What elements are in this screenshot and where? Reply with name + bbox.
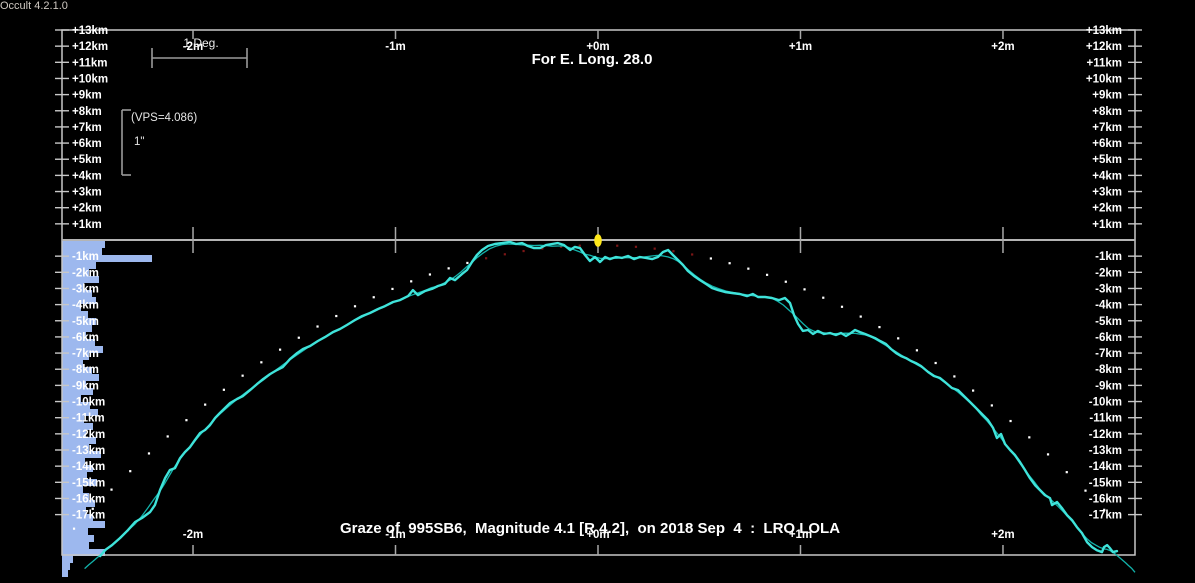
y-axis-label-left: -4km (72, 300, 99, 312)
y-axis-label-left: -9km (72, 380, 99, 392)
y-axis-label-left: +13km (72, 25, 108, 37)
y-axis-label-right: +6km (1092, 138, 1122, 150)
scale-bar-label: 1 Deg. (183, 36, 219, 50)
y-axis-label-left: -8km (72, 364, 99, 376)
x-axis-label-top: -2m (183, 41, 203, 53)
y-axis-label-left: -11km (72, 413, 105, 425)
y-axis-label-left: +11km (72, 57, 108, 69)
y-axis-label-right: -9km (1095, 380, 1122, 392)
vps-label: (VPS=4.086) (131, 112, 198, 124)
y-axis-label-right: -13km (1089, 445, 1122, 457)
y-axis-label-right: -4km (1095, 300, 1122, 312)
x-axis-label-bottom: +0m (586, 529, 609, 541)
x-axis-label-bottom: +2m (991, 529, 1014, 541)
lunar-limb-profile-line (98, 240, 1119, 558)
x-axis-label-top: -1m (385, 41, 405, 53)
y-axis-label-right: +1km (1092, 219, 1122, 231)
scale-annotations (121, 48, 248, 176)
x-axis-label-top: +2m (991, 41, 1014, 53)
chart-title: For E. Long. 28.0 (531, 51, 653, 68)
y-axis-label-right: -15km (1089, 477, 1122, 489)
y-axis-label-right: +13km (1086, 25, 1122, 37)
y-axis-label-left: +12km (72, 41, 108, 53)
y-axis-label-left: -1km (72, 251, 99, 263)
star-path-dots (72, 244, 1106, 530)
arcsec-label: 1" (134, 136, 145, 148)
x-axis-label-top: +0m (586, 41, 609, 53)
y-axis-label-left: +1km (72, 219, 102, 231)
y-axis-label-right: -17km (1089, 510, 1122, 522)
y-axis-label-right: -6km (1095, 332, 1122, 344)
y-axis-label-left: -6km (72, 332, 99, 344)
x-axis-label-bottom: +1m (789, 529, 812, 541)
y-axis-label-left: +4km (72, 170, 102, 182)
y-axis-label-left: -5km (72, 316, 99, 328)
y-axis-label-left: -2km (72, 267, 99, 279)
elevation-histogram (62, 241, 152, 577)
x-axis-label-bottom: -1m (385, 529, 405, 541)
y-axis-label-right: -3km (1095, 283, 1122, 295)
y-axis-label-left: -3km (72, 283, 99, 295)
y-axis-label-right: +2km (1092, 203, 1122, 215)
limb-profile-polyline (98, 240, 1119, 558)
y-axis-label-left: +5km (72, 154, 102, 166)
y-axis-label-right: -1km (1095, 251, 1122, 263)
y-axis-label-right: +11km (1087, 57, 1123, 69)
y-axis-label-left: -16km (72, 493, 105, 505)
axis-labels: +13km +13km +12km +12km +11km +11km +10km +10km… (72, 25, 1122, 541)
y-axis-label-left: +3km (72, 187, 102, 199)
y-axis-label-left: -15km (72, 477, 105, 489)
plot-frame (61, 29, 1136, 556)
y-axis-label-right: +9km (1092, 90, 1122, 102)
y-axis-label-left: -17km (72, 510, 105, 522)
y-axis-label-left: -10km (72, 397, 105, 409)
y-axis-label-right: -11km (1089, 413, 1122, 425)
y-axis-label-right: -14km (1089, 461, 1122, 473)
y-axis-label-left: +10km (72, 73, 108, 85)
y-axis-label-right: +12km (1086, 41, 1122, 53)
y-axis-label-right: +4km (1092, 170, 1122, 182)
y-axis-label-left: +7km (72, 122, 102, 134)
chart-caption: Graze of 995SB6, Magnitude 4.1 [R 4.2], … (339, 520, 841, 537)
y-axis-label-left: +2km (72, 203, 102, 215)
y-axis-label-right: -10km (1089, 397, 1122, 409)
y-axis-label-right: -2km (1095, 267, 1122, 279)
y-axis-label-right: -7km (1095, 348, 1122, 360)
star-marker (594, 234, 602, 247)
y-axis-label-right: +8km (1092, 106, 1122, 118)
y-axis-label-right: -12km (1089, 429, 1122, 441)
y-axis-label-right: -5km (1095, 316, 1122, 328)
y-axis-label-left: -14km (72, 461, 105, 473)
y-axis-label-right: +3km (1092, 187, 1122, 199)
y-axis-label-left: +6km (72, 138, 102, 150)
star-marker-dot (594, 234, 602, 247)
y-axis-label-left: -7km (72, 348, 99, 360)
axis-ticks (55, 29, 1142, 555)
y-axis-label-right: -16km (1089, 493, 1122, 505)
x-axis-label-bottom: -2m (183, 529, 203, 541)
y-axis-label-right: +10km (1086, 73, 1122, 85)
x-axis-label-top: +1m (789, 41, 812, 53)
y-axis-label-left: +9km (72, 90, 102, 102)
y-axis-label-right: -8km (1095, 364, 1122, 376)
y-axis-label-left: -12km (72, 429, 105, 441)
y-axis-label-left: -13km (72, 445, 105, 457)
y-axis-label-left: +8km (72, 106, 102, 118)
window-title: Occult 4.2.1.0 (0, 0, 68, 12)
y-axis-label-right: +7km (1092, 122, 1122, 134)
y-axis-label-right: +5km (1092, 154, 1122, 166)
